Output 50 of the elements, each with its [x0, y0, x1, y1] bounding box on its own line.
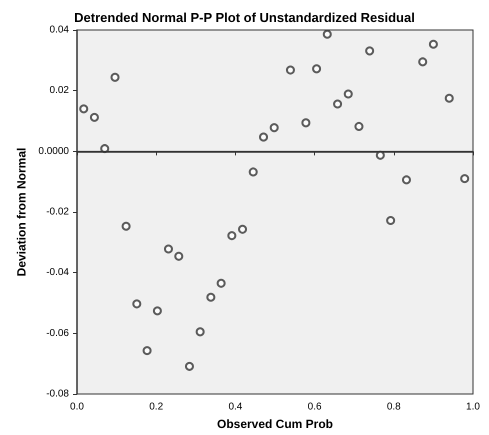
point [354, 122, 364, 131]
point [216, 278, 226, 288]
point [196, 327, 205, 336]
point [418, 57, 428, 66]
point [428, 40, 438, 49]
chart-title: Detrended Normal P-P Plot of Unstandardized Residual [74, 10, 415, 25]
y-tick-label: 0.02 [50, 85, 70, 96]
x-tick-label: 0.4 [228, 402, 243, 412]
point [90, 112, 99, 122]
y-tick-label: -0.08 [46, 388, 70, 400]
y-tick-label: 0.04 [50, 24, 70, 36]
point [110, 72, 120, 82]
point [286, 66, 295, 75]
point [184, 362, 194, 371]
point [259, 132, 268, 142]
point [152, 306, 162, 316]
point [333, 100, 342, 109]
x-tick-label: 0.2 [149, 402, 164, 412]
x-tick-label: 0.6 [308, 402, 322, 412]
point [174, 252, 184, 261]
point [122, 222, 131, 231]
point [376, 150, 385, 160]
point [460, 174, 470, 184]
point [444, 94, 454, 103]
point [248, 167, 258, 176]
point [100, 144, 110, 154]
x-tick-label: 1.0 [466, 402, 480, 412]
point [142, 346, 152, 356]
point [386, 216, 396, 225]
point [206, 292, 216, 302]
y-axis-title: Deviation from Normal [14, 148, 29, 276]
point [322, 30, 332, 39]
y-tick-label: 0.0000 [38, 146, 70, 157]
point [312, 64, 322, 74]
point [365, 46, 374, 56]
point [270, 123, 279, 132]
x-tick-label: 0.0 [70, 402, 84, 412]
y-tick-label: -0.04 [46, 267, 70, 278]
y-tick-label: -0.06 [46, 328, 70, 339]
x-tick-label: 0.8 [386, 402, 402, 412]
point [227, 231, 236, 240]
point [164, 244, 173, 254]
point [301, 118, 310, 128]
x-axis-title: Observed Cum Prob [216, 417, 334, 431]
y-tick-label: -0.02 [46, 206, 70, 218]
point [79, 104, 88, 114]
point [238, 224, 248, 234]
point [402, 175, 411, 184]
point [344, 90, 353, 98]
point [132, 299, 142, 308]
